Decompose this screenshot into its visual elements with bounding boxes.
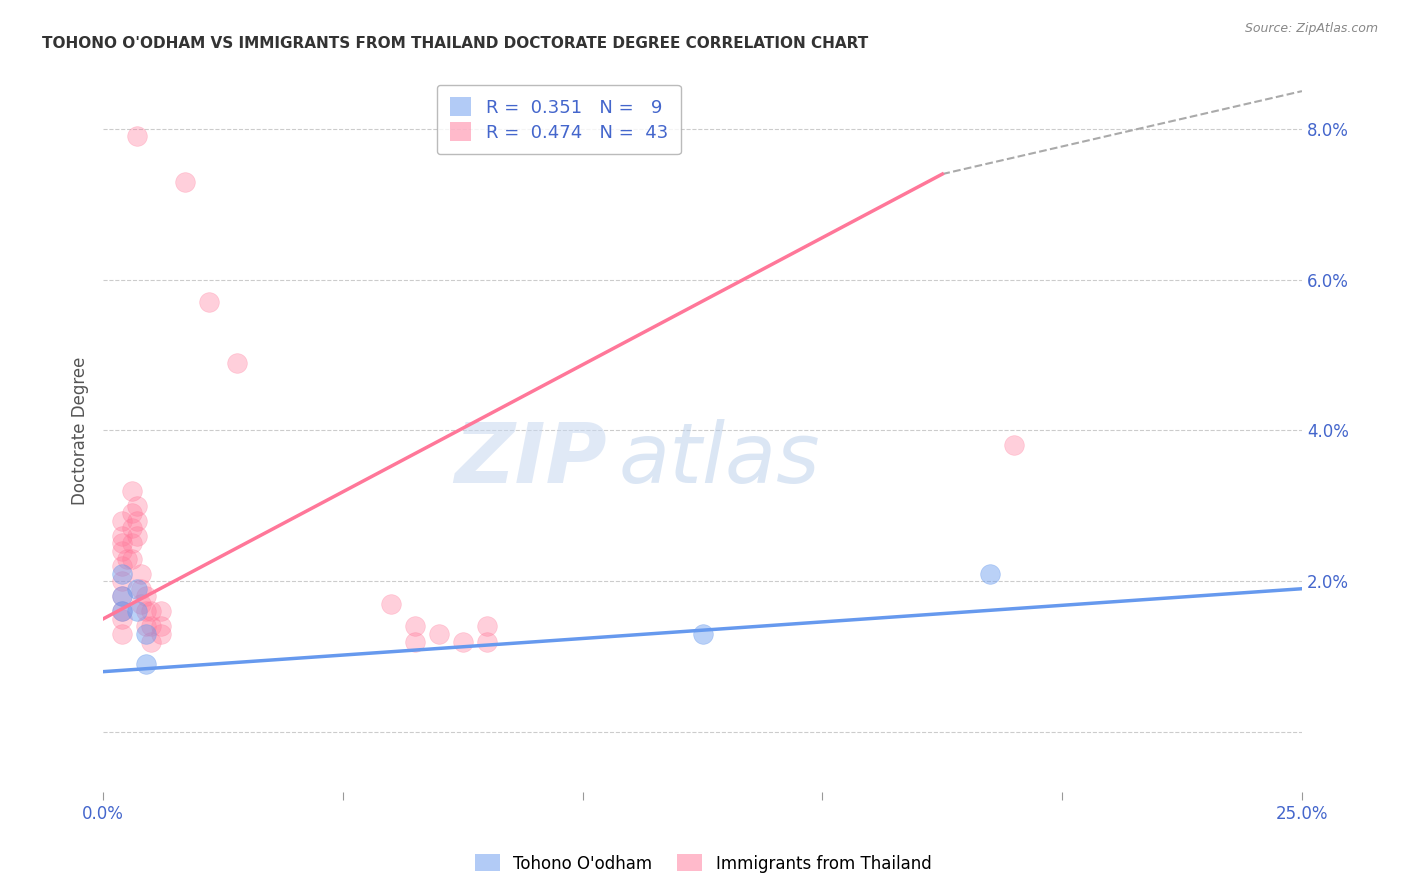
Point xyxy=(121,536,143,550)
Point xyxy=(135,619,157,633)
Point xyxy=(197,295,219,310)
Point xyxy=(135,604,157,618)
Point xyxy=(475,619,498,633)
Point xyxy=(125,582,148,596)
Point xyxy=(111,544,134,558)
Point xyxy=(121,551,143,566)
Point xyxy=(111,589,134,603)
Legend: R =  0.351   N =   9, R =  0.474   N =  43: R = 0.351 N = 9, R = 0.474 N = 43 xyxy=(437,85,681,154)
Point xyxy=(111,559,134,574)
Point xyxy=(1002,438,1025,452)
Text: ZIP: ZIP xyxy=(454,419,606,500)
Point xyxy=(111,627,134,641)
Point xyxy=(115,551,138,566)
Point xyxy=(131,566,153,581)
Point xyxy=(139,619,162,633)
Point xyxy=(111,604,134,618)
Point xyxy=(135,589,157,603)
Point xyxy=(131,597,153,611)
Point xyxy=(125,604,148,618)
Point xyxy=(111,612,134,626)
Point xyxy=(111,536,134,550)
Point xyxy=(475,634,498,648)
Point xyxy=(125,499,148,513)
Point xyxy=(404,619,426,633)
Point xyxy=(173,175,195,189)
Point xyxy=(111,566,134,581)
Point xyxy=(380,597,402,611)
Text: TOHONO O'ODHAM VS IMMIGRANTS FROM THAILAND DOCTORATE DEGREE CORRELATION CHART: TOHONO O'ODHAM VS IMMIGRANTS FROM THAILA… xyxy=(42,36,869,51)
Point xyxy=(131,582,153,596)
Point xyxy=(135,627,157,641)
Point xyxy=(125,129,148,144)
Text: Source: ZipAtlas.com: Source: ZipAtlas.com xyxy=(1244,22,1378,36)
Point xyxy=(427,627,450,641)
Point xyxy=(111,529,134,543)
Point xyxy=(149,627,172,641)
Point xyxy=(149,619,172,633)
Point xyxy=(692,627,714,641)
Point xyxy=(125,514,148,528)
Point xyxy=(135,657,157,672)
Point xyxy=(139,604,162,618)
Point xyxy=(125,529,148,543)
Point xyxy=(451,634,474,648)
Y-axis label: Doctorate Degree: Doctorate Degree xyxy=(72,356,89,505)
Text: atlas: atlas xyxy=(619,419,820,500)
Legend: Tohono O'odham, Immigrants from Thailand: Tohono O'odham, Immigrants from Thailand xyxy=(468,847,938,880)
Point xyxy=(121,483,143,498)
Point xyxy=(111,589,134,603)
Point xyxy=(979,566,1001,581)
Point xyxy=(111,574,134,589)
Point xyxy=(111,604,134,618)
Point xyxy=(121,521,143,535)
Point xyxy=(121,506,143,520)
Point xyxy=(149,604,172,618)
Point xyxy=(404,634,426,648)
Point xyxy=(111,514,134,528)
Point xyxy=(226,355,249,369)
Point xyxy=(139,634,162,648)
